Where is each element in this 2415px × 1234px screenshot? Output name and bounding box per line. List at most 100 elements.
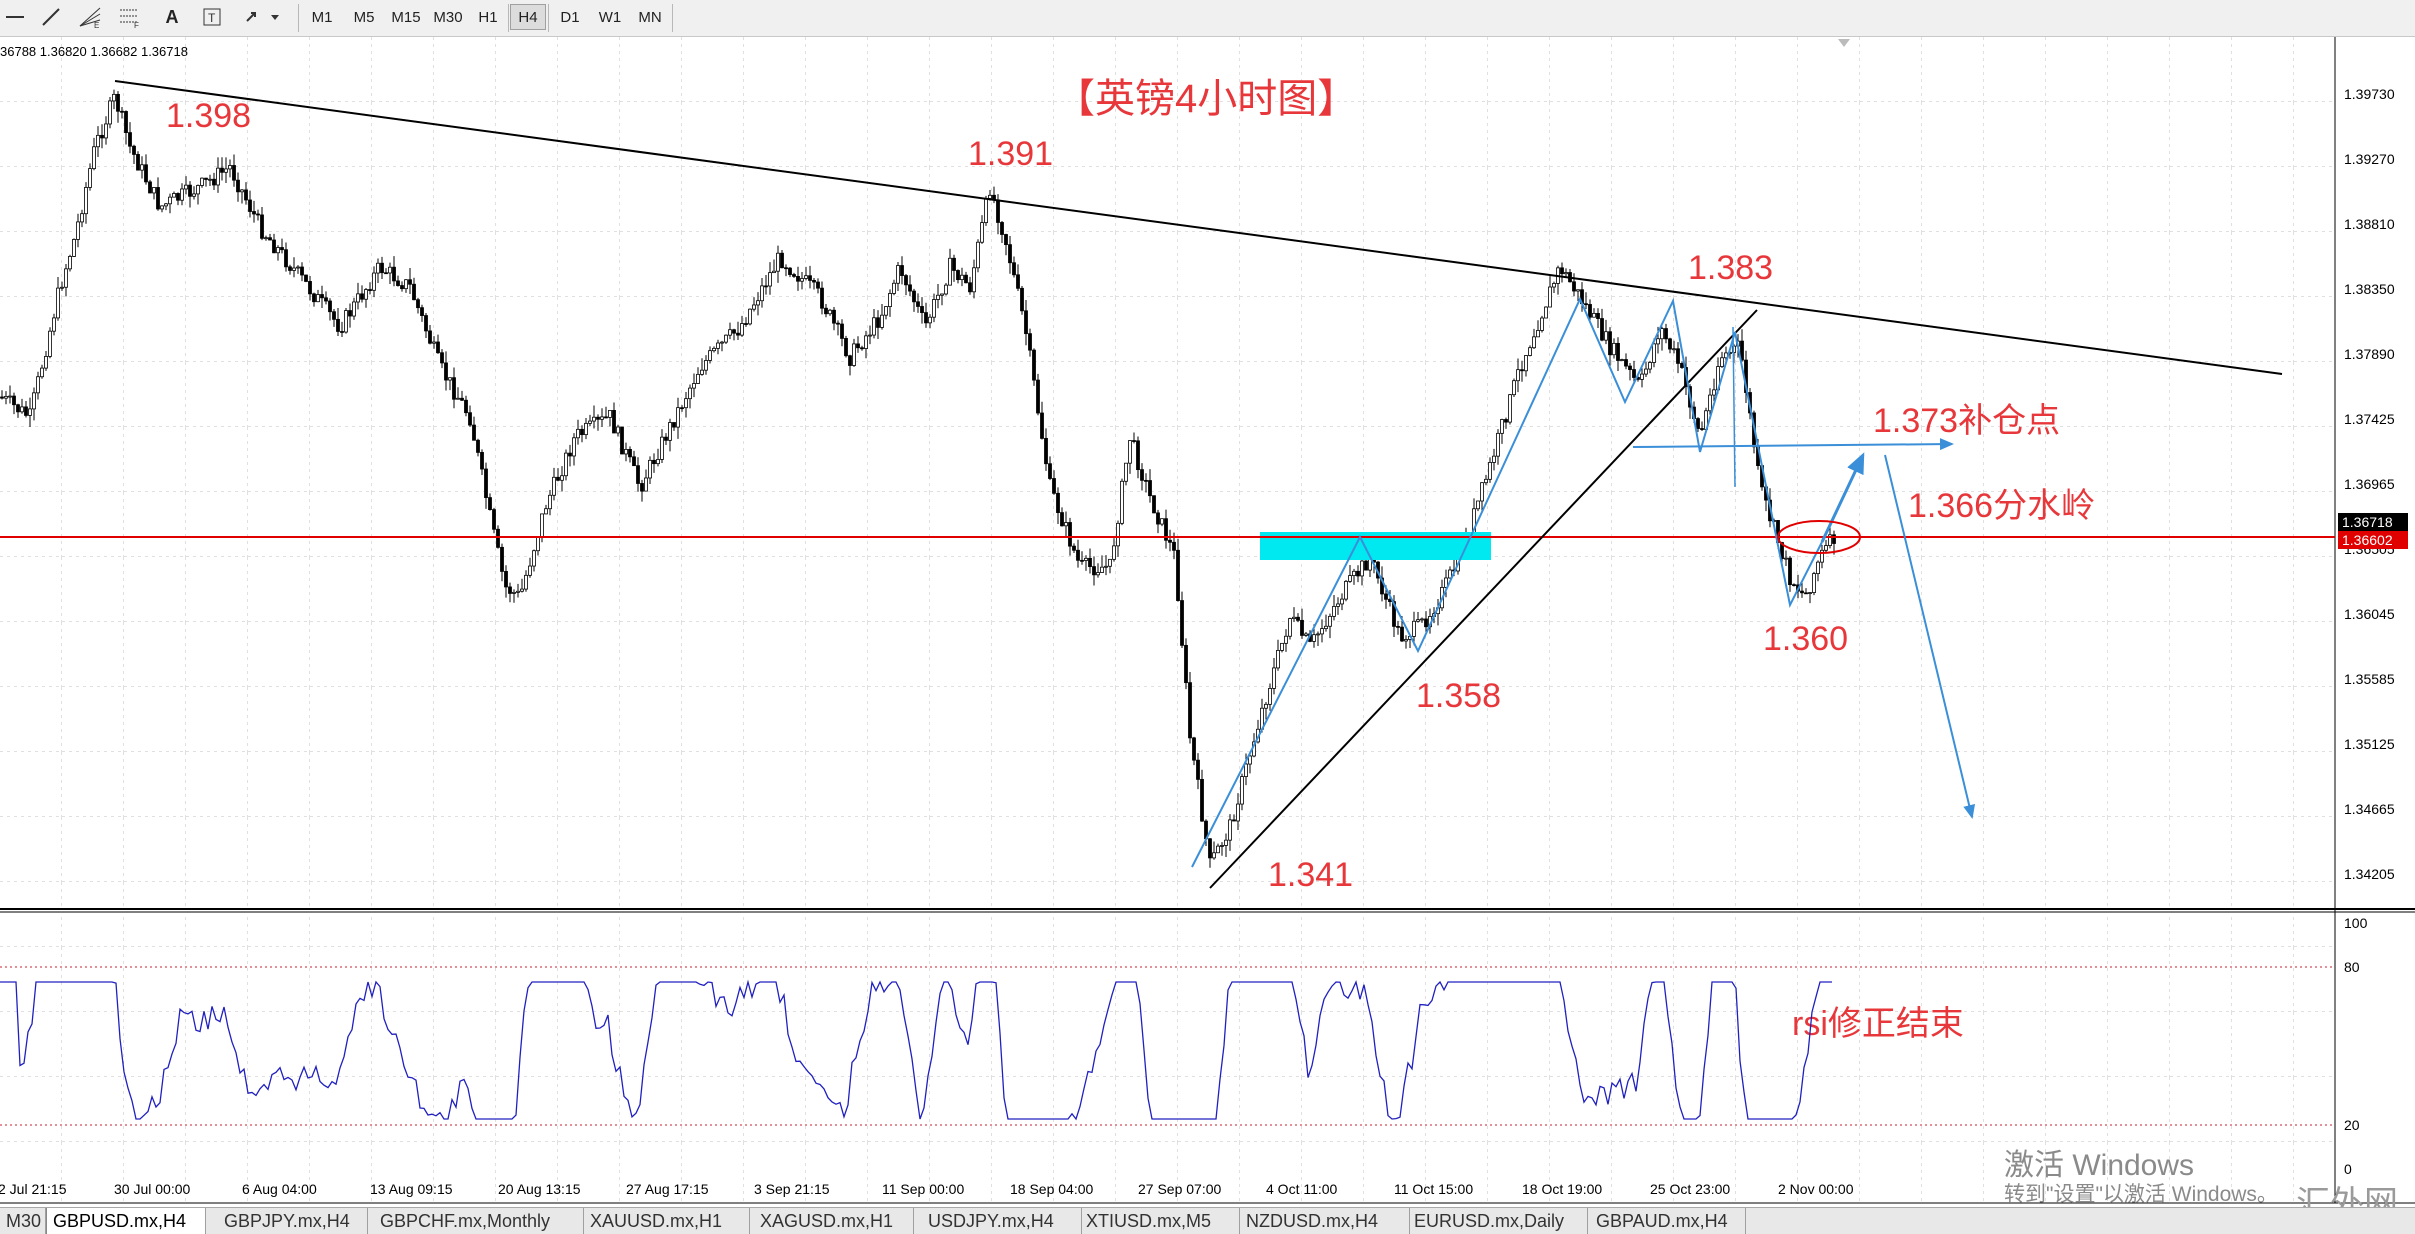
timeframe-m15-button[interactable]: M15 (391, 8, 421, 26)
annotation-1391: 1.391 (968, 135, 1053, 173)
candle-body (1504, 419, 1508, 423)
candle-body (636, 465, 640, 484)
candle-body (372, 272, 376, 291)
candle-body (356, 293, 360, 303)
candle-body (872, 317, 876, 336)
text-label-icon[interactable]: T (200, 4, 224, 30)
candle-body (252, 211, 256, 215)
arrows-icon[interactable] (242, 4, 284, 30)
candle-body (944, 284, 948, 295)
candle-body (952, 257, 956, 271)
fibonacci-fan-icon[interactable]: E (76, 4, 104, 30)
candle-body (516, 590, 520, 593)
timeframe-m1-button[interactable]: M1 (311, 8, 333, 26)
candle-body (616, 426, 620, 434)
candle-body (1560, 267, 1564, 275)
candle-body (1416, 619, 1420, 622)
candle-body (440, 352, 444, 364)
timeframe-d1-button[interactable]: D1 (560, 8, 580, 26)
chart-area[interactable]: 1.39730 1.39270 1.38810 1.38350 1.37890 … (0, 37, 2415, 1207)
candle-body (1632, 369, 1636, 378)
candle-body (960, 274, 964, 281)
text-icon[interactable]: A (165, 6, 179, 27)
candle-body (400, 285, 404, 290)
trendline-icon[interactable] (38, 4, 64, 30)
annotation-1358: 1.358 (1416, 677, 1501, 715)
candle-body (684, 398, 688, 409)
candle-body (768, 272, 772, 287)
annotation-1373: 1.373补仓点 (1873, 402, 2060, 440)
candle-body (1288, 618, 1292, 637)
tab-xagusd-h1[interactable]: XAGUSD.mx,H1 (754, 1208, 914, 1234)
candle-body (1184, 644, 1188, 684)
candle-body (732, 329, 736, 334)
candle-body (416, 299, 420, 309)
tab-gbpaud-h4[interactable]: GBPAUD.mx,H4 (1590, 1208, 1746, 1234)
candle-body (0, 396, 4, 399)
cursor-icon[interactable] (2, 4, 28, 30)
timeframe-mn-button[interactable]: MN (638, 8, 662, 26)
candle-body (1220, 845, 1224, 847)
candle-body (348, 310, 352, 317)
timeframe-w1-button[interactable]: W1 (598, 8, 622, 26)
candle-body (336, 318, 340, 332)
fibonacci-retracement-icon[interactable]: F (116, 4, 144, 30)
candle-body (888, 293, 892, 307)
candle-body (1400, 626, 1404, 642)
price-tick: 1.38350 (2344, 281, 2395, 297)
candle-body (1336, 603, 1340, 607)
price-tick: 1.37425 (2344, 411, 2395, 427)
candle-body (1044, 437, 1048, 465)
candle-body (1264, 703, 1268, 709)
candle-body (864, 335, 868, 349)
candle-body (480, 452, 484, 470)
candle-body (1520, 369, 1524, 372)
tab-gbpchf-monthly[interactable]: GBPCHF.mx,Monthly (374, 1208, 584, 1234)
candle-body (324, 297, 328, 302)
candle-body (720, 341, 724, 344)
candle-body (1696, 418, 1700, 429)
candle-body (704, 360, 708, 371)
candle-body (880, 314, 884, 328)
candle-body (608, 410, 612, 418)
candle-body (1228, 819, 1232, 841)
tab-gbpusd-h4[interactable]: GBPUSD.mx,H4 (46, 1208, 206, 1234)
candle-body (832, 309, 836, 324)
candle-body (304, 274, 308, 282)
candle-body (856, 343, 860, 349)
candle-body (1040, 412, 1044, 439)
timeframe-h1-button[interactable]: H1 (478, 8, 498, 26)
candle-body (1720, 357, 1724, 367)
tab-usdjpy-h4[interactable]: USDJPY.mx,H4 (922, 1208, 1082, 1234)
candle-body (404, 279, 408, 290)
tab-xtiusd-m5[interactable]: XTIUSD.mx,M5 (1080, 1208, 1240, 1234)
candle-body (84, 187, 88, 215)
timeframe-h4-button[interactable]: H4 (510, 4, 546, 30)
candle-body (192, 193, 196, 197)
candle-body (1020, 287, 1024, 312)
tab-m30[interactable]: M30 (0, 1208, 46, 1234)
tab-nzdusd-h4[interactable]: NZDUSD.mx,H4 (1240, 1208, 1410, 1234)
tab-gbpjpy-h4[interactable]: GBPJPY.mx,H4 (218, 1208, 368, 1234)
candle-body (1824, 545, 1828, 551)
candle-body (1100, 566, 1104, 573)
candle-body (1248, 755, 1252, 765)
timeframe-m5-button[interactable]: M5 (353, 8, 375, 26)
tab-eurusd-daily[interactable]: EURUSD.mx,Daily (1408, 1208, 1588, 1234)
candle-body (968, 282, 972, 293)
activation-watermark-subtitle: 转到"设置"以激活 Windows。 (2004, 1183, 2278, 1206)
candle-body (1648, 362, 1652, 370)
candle-body (1444, 577, 1448, 588)
candle-body (240, 189, 244, 193)
tab-xauusd-h1[interactable]: XAUUSD.mx,H1 (584, 1208, 750, 1234)
candle-body (1820, 549, 1824, 563)
timeframe-m30-button[interactable]: M30 (433, 8, 463, 26)
candle-body (40, 367, 44, 378)
candle-body (1832, 534, 1836, 544)
candle-body (788, 267, 792, 275)
candle-body (1152, 495, 1156, 514)
price-tick: 1.39730 (2344, 86, 2395, 102)
candle-body (1324, 625, 1328, 630)
candle-body (280, 247, 284, 251)
candle-body (1604, 331, 1608, 341)
